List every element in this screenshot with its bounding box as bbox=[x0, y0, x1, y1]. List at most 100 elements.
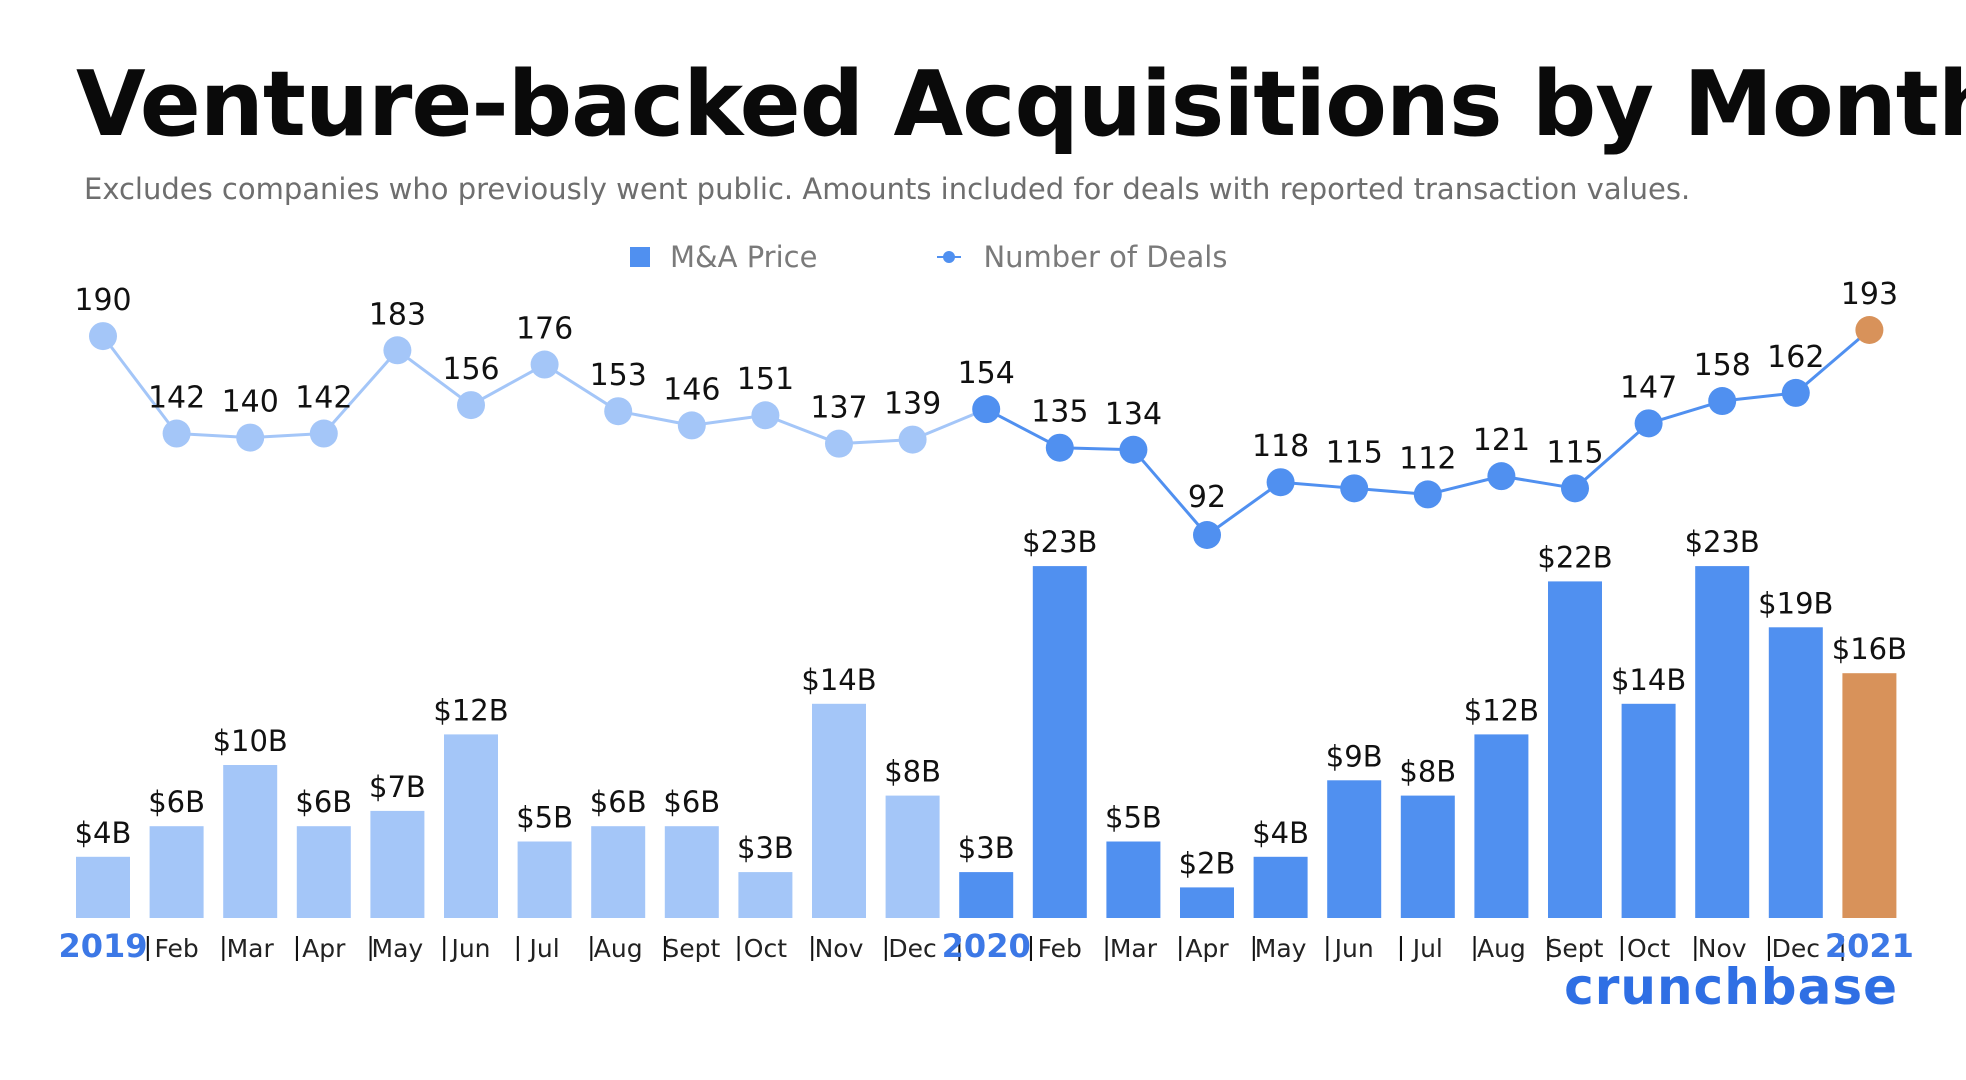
bar bbox=[591, 826, 646, 918]
tick-separator: | bbox=[1691, 932, 1699, 961]
deal-count-label: 176 bbox=[516, 312, 573, 347]
bar-value-label: $6B bbox=[295, 785, 352, 819]
bar-value-label: $16B bbox=[1832, 632, 1907, 666]
tick-separator: | bbox=[955, 932, 963, 961]
bar bbox=[1474, 734, 1529, 918]
bar-value-label: $14B bbox=[1611, 663, 1686, 697]
tick-separator: | bbox=[293, 932, 301, 961]
tick-separator: | bbox=[1838, 932, 1846, 961]
x-axis-tick-label: Jun bbox=[449, 934, 490, 963]
tick-separator: | bbox=[1765, 932, 1773, 961]
tick-separator: | bbox=[366, 932, 374, 961]
legend: M&A Price Number of Deals bbox=[630, 240, 1347, 274]
line-point bbox=[530, 350, 559, 379]
x-axis-tick-label: Jul bbox=[1411, 934, 1443, 963]
x-axis-tick-label: Dec bbox=[1772, 934, 1820, 963]
x-axis-tick-label: Nov bbox=[1698, 934, 1747, 963]
bar bbox=[1621, 703, 1676, 918]
line-point bbox=[89, 322, 117, 351]
x-axis-tick-label: Feb bbox=[1038, 934, 1082, 963]
line-point bbox=[677, 411, 706, 440]
tick-separator: | bbox=[661, 932, 669, 961]
chart-subtitle: Excludes companies who previously went p… bbox=[84, 172, 1691, 206]
bar-value-label: $23B bbox=[1022, 525, 1097, 559]
x-axis-year-label: 2020 bbox=[942, 927, 1031, 965]
brand-logo: crunchbase bbox=[1564, 958, 1898, 1016]
bar bbox=[1548, 581, 1602, 918]
bar-value-label: $6B bbox=[590, 785, 647, 819]
x-axis-tick-label: Dec bbox=[888, 934, 936, 963]
tick-separator: | bbox=[587, 932, 595, 961]
legend-item-deals: Number of Deals bbox=[937, 240, 1227, 274]
deal-count-label: 139 bbox=[884, 387, 941, 422]
deal-count-label: 190 bbox=[74, 283, 131, 318]
line-point bbox=[1045, 433, 1074, 462]
tick-separator: | bbox=[734, 932, 742, 961]
line-point bbox=[972, 395, 1001, 424]
bar bbox=[959, 872, 1014, 918]
bar bbox=[149, 826, 204, 918]
bar bbox=[1253, 856, 1308, 918]
deal-count-label: 146 bbox=[663, 372, 720, 407]
bar-value-label: $3B bbox=[737, 831, 794, 865]
bar bbox=[76, 856, 130, 918]
bar bbox=[812, 703, 866, 918]
deal-count-label: 142 bbox=[295, 381, 352, 416]
bar-value-label: $14B bbox=[801, 663, 876, 697]
tick-separator: | bbox=[440, 932, 448, 961]
line-segment bbox=[396, 349, 472, 407]
tick-separator: | bbox=[1470, 932, 1478, 961]
line-point bbox=[1413, 480, 1442, 509]
deal-count-label: 147 bbox=[1620, 370, 1677, 405]
bar bbox=[370, 810, 425, 918]
x-axis-tick-label: Sept bbox=[1547, 934, 1604, 963]
x-axis-tick-label: Oct bbox=[744, 934, 787, 963]
deal-count-label: 151 bbox=[737, 362, 794, 397]
chart-title: Venture-backed Acquisitions by Month bbox=[76, 52, 1966, 157]
bar bbox=[1032, 566, 1087, 918]
bar-value-label: $5B bbox=[516, 801, 573, 835]
bar bbox=[664, 826, 719, 918]
bar bbox=[1768, 627, 1823, 918]
line-point bbox=[1561, 474, 1589, 503]
line-point bbox=[1193, 521, 1221, 549]
x-axis-tick-label: Apr bbox=[1185, 934, 1229, 963]
deal-count-label: 92 bbox=[1188, 480, 1226, 515]
bar bbox=[738, 872, 793, 918]
bar bbox=[444, 734, 498, 918]
deal-count-label: 183 bbox=[369, 297, 426, 332]
tick-separator: | bbox=[144, 932, 152, 961]
bar-value-label: $8B bbox=[884, 755, 941, 789]
deal-count-label: 158 bbox=[1694, 348, 1751, 383]
bar bbox=[1842, 673, 1897, 918]
line-point bbox=[1119, 435, 1148, 464]
bar-value-label: $6B bbox=[148, 785, 205, 819]
line-segment bbox=[543, 363, 620, 413]
deal-count-label: 118 bbox=[1252, 429, 1309, 464]
deal-count-label: 137 bbox=[810, 391, 867, 426]
line-point bbox=[898, 425, 927, 454]
deal-count-label: 162 bbox=[1767, 340, 1824, 375]
bar-value-label: $4B bbox=[75, 816, 132, 850]
deal-count-label: 154 bbox=[958, 356, 1015, 391]
x-axis-tick-label: Mar bbox=[1110, 934, 1158, 963]
x-axis-tick-label: Feb bbox=[154, 934, 198, 963]
bar-value-label: $4B bbox=[1252, 816, 1309, 850]
deal-count-label: 134 bbox=[1105, 397, 1162, 432]
line-point bbox=[309, 419, 338, 448]
bar-value-label: $19B bbox=[1758, 586, 1833, 620]
bar-value-label: $2B bbox=[1179, 846, 1236, 880]
deal-count-label: 153 bbox=[590, 358, 647, 393]
tick-separator: | bbox=[1323, 932, 1331, 961]
bar bbox=[517, 841, 572, 918]
legend-label-deals: Number of Deals bbox=[983, 240, 1228, 274]
line-point bbox=[604, 397, 633, 426]
tick-separator: | bbox=[1102, 932, 1110, 961]
deal-count-label: 142 bbox=[148, 381, 205, 416]
bar-value-label: $6B bbox=[663, 785, 720, 819]
bar-value-label: $9B bbox=[1326, 739, 1383, 773]
line-point bbox=[1708, 387, 1737, 416]
line-point bbox=[751, 401, 780, 430]
deal-count-label: 112 bbox=[1399, 441, 1456, 476]
